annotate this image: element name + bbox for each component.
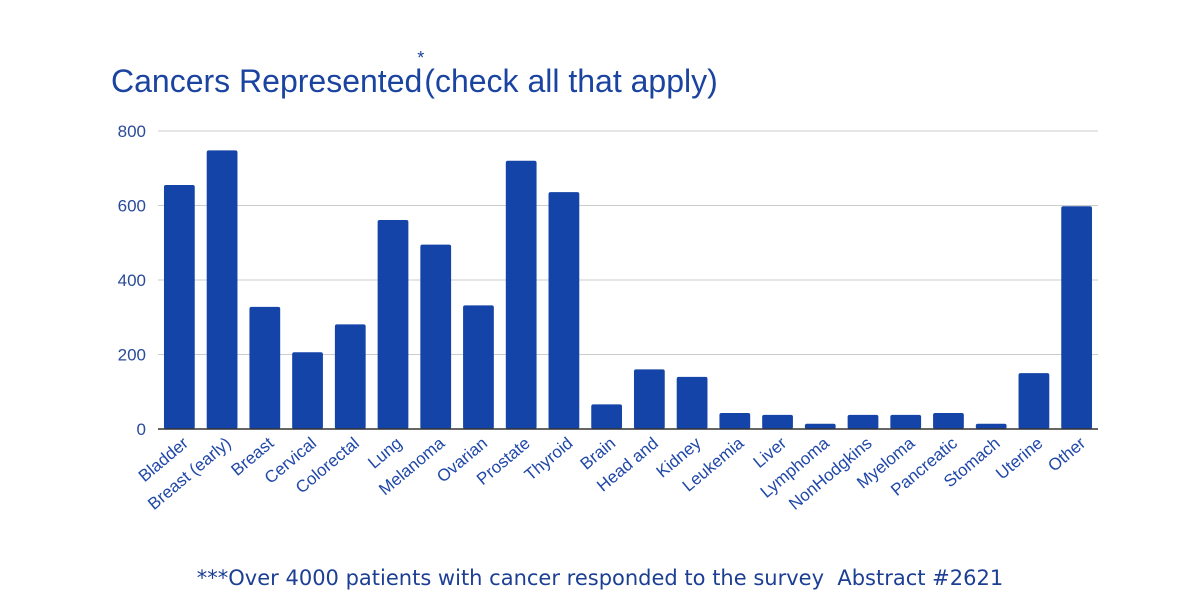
bar-bladder: [163, 185, 195, 429]
bar-colorectal: [334, 324, 366, 429]
bar-prostate: [505, 160, 537, 430]
bar-brain: [591, 404, 623, 429]
bar-uterine: [1018, 373, 1050, 429]
bar-thyroid: [548, 192, 580, 429]
bar-stomach: [975, 423, 1007, 429]
bars: [163, 150, 1093, 430]
bar-other: [1061, 206, 1093, 429]
y-tick-label: 600: [118, 197, 146, 216]
y-tick-label: 800: [118, 122, 146, 141]
bar-cervical: [292, 352, 323, 429]
y-axis-ticks: 0 200 400 600 800: [118, 122, 146, 439]
x-tick-label: Thyroid: [521, 434, 577, 485]
chart-title-marker: *: [417, 48, 424, 68]
y-tick-label: 0: [137, 420, 146, 439]
gridlines: [158, 130, 1098, 355]
bar-pancreatic: [933, 412, 964, 429]
bar-ovarian: [463, 305, 494, 429]
x-tick-label: Uterine: [992, 434, 1046, 484]
chart-title-main: Cancers Represented: [111, 63, 422, 99]
bar-lymphoma: [804, 423, 836, 429]
bar-liver: [762, 414, 793, 429]
bar-breast-early: [206, 150, 238, 429]
y-tick-label: 200: [118, 346, 146, 365]
y-tick-label: 400: [118, 271, 146, 290]
x-tick-label: Other: [1044, 433, 1089, 475]
chart-title: Cancers Represented*(check all that appl…: [111, 48, 718, 99]
bar-myeloma: [890, 414, 922, 429]
bar-breast: [249, 306, 281, 429]
chart-subtitle: (check all that apply): [424, 63, 717, 99]
bar-leukemia: [719, 412, 751, 429]
bar-nonhodgkins: [847, 414, 879, 429]
bar-kidney: [676, 376, 708, 429]
bar-head-and: [633, 369, 665, 429]
bar-chart: Cancers Represented*(check all that appl…: [111, 48, 1098, 514]
footnote: ***Over 4000 patients with cancer respon…: [196, 566, 1004, 590]
bar-lung: [377, 220, 409, 429]
bar-melanoma: [420, 244, 452, 429]
